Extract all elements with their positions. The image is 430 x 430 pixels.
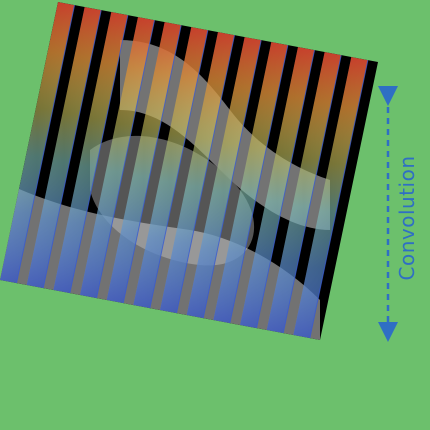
slice-strip-edge — [229, 44, 289, 324]
slice-strip-edge — [122, 24, 182, 304]
slice-strip-heatmap — [133, 27, 208, 309]
slice-strip-heatmap — [53, 12, 128, 294]
slice-strip-edge — [176, 34, 236, 314]
slice-strip-heatmap — [160, 32, 235, 314]
slice-strip-edge — [309, 59, 369, 339]
slice-strip-edge — [256, 49, 316, 329]
convolution-label: Convolution — [395, 155, 419, 281]
slice-strip-heatmap — [106, 22, 182, 304]
slice-strip-heatmap — [240, 47, 315, 329]
slice-strip-edge — [202, 39, 262, 319]
slice-strip-edge — [42, 9, 102, 289]
slice-strip-heatmap — [26, 7, 102, 289]
slice-strip-edge — [149, 29, 209, 309]
slice-strip-edge — [69, 14, 129, 294]
slice-strip-edge — [282, 54, 342, 334]
slice-strip-heatmap — [293, 57, 368, 339]
slice-strip-heatmap — [266, 52, 342, 334]
slice-strip-heatmap — [0, 2, 75, 284]
slice-strip-heatmap — [213, 42, 288, 324]
slice-strips — [0, 2, 369, 339]
slice-strip-heatmap — [80, 17, 155, 299]
slice-strip-edge — [96, 19, 156, 299]
slice-strip-edge — [16, 4, 76, 284]
slice-strip-heatmap — [186, 37, 262, 319]
